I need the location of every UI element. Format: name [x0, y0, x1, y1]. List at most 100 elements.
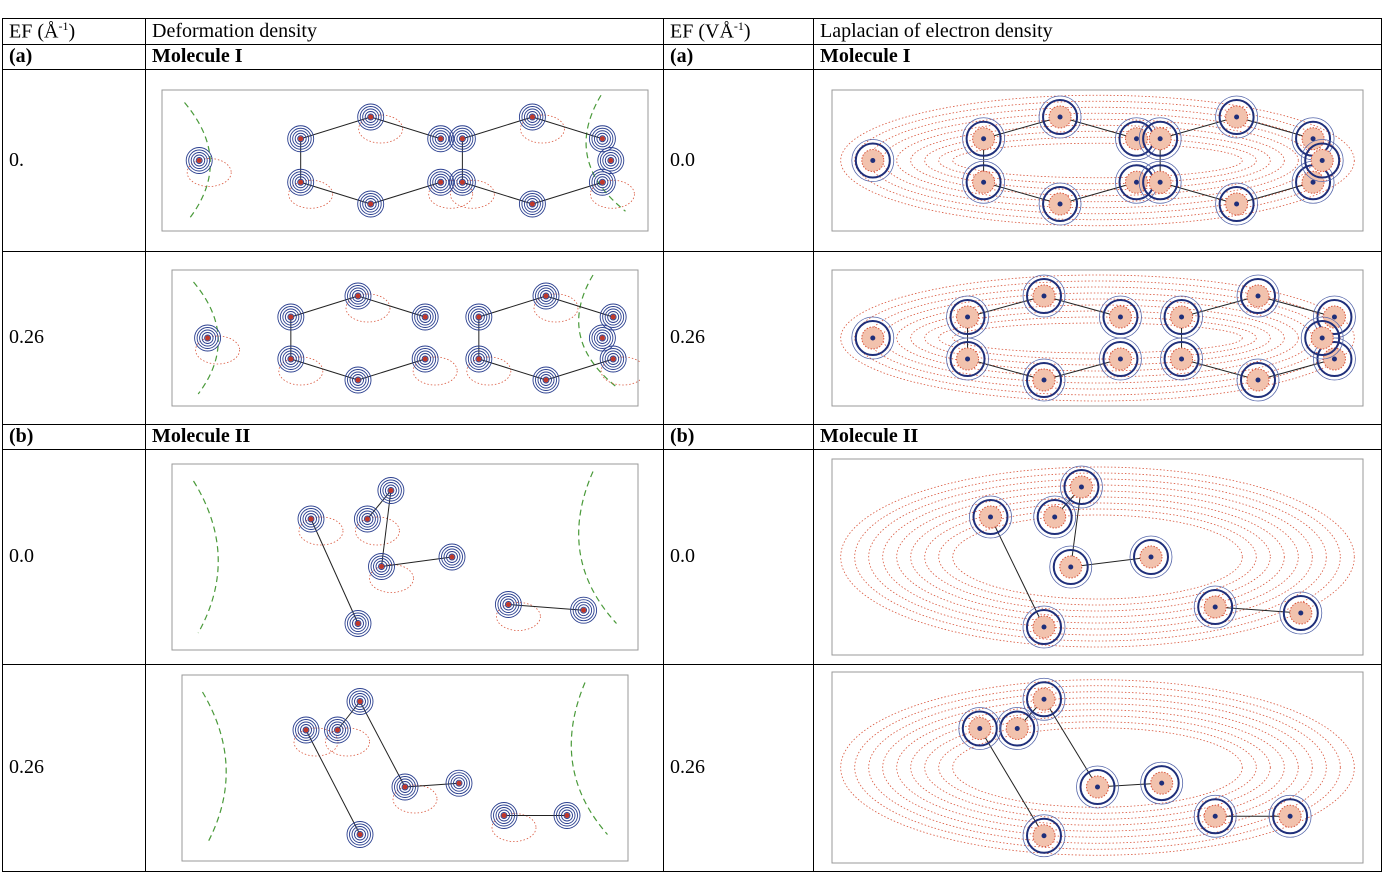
section-title: Molecule I	[814, 44, 1382, 69]
atom-core	[981, 136, 986, 141]
atom-core	[355, 621, 360, 626]
header-cell: EF (VÅ-1)	[664, 19, 814, 45]
header-text: EF (VÅ	[670, 21, 734, 43]
ef-value: 0.0	[664, 69, 814, 251]
atom-core	[288, 314, 293, 319]
atom-core	[870, 335, 875, 340]
atom-core	[1158, 179, 1163, 184]
plot-frame	[832, 672, 1363, 863]
ef-value: 0.26	[664, 251, 814, 424]
atom-core	[501, 813, 506, 818]
section-label: (a)	[3, 44, 146, 69]
atom-core	[288, 356, 293, 361]
atom-core	[438, 136, 443, 141]
atom-core	[1042, 833, 1047, 838]
plot-cell	[814, 664, 1382, 871]
atom-core	[1179, 356, 1184, 361]
atom-core	[1213, 814, 1218, 819]
atom-core	[965, 356, 970, 361]
atom-core	[298, 136, 303, 141]
atom-core	[988, 514, 993, 519]
section-row: (b) Molecule II (b) Molecule II	[3, 424, 1382, 449]
header-text: )	[744, 21, 751, 43]
atom-core	[1095, 785, 1100, 790]
section-title: Molecule I	[146, 44, 664, 69]
atom-core	[965, 314, 970, 319]
contour-plot	[830, 670, 1365, 865]
atom-core	[1134, 136, 1139, 141]
atom-core	[608, 158, 613, 163]
contour-plot	[830, 88, 1365, 233]
plot-frame	[182, 675, 628, 861]
atom-core	[449, 554, 454, 559]
plot-row: 0.0 0.0	[3, 449, 1382, 664]
plot-cell	[146, 251, 664, 424]
plot-frame	[832, 270, 1363, 406]
ef-value: 0.	[3, 69, 146, 251]
atom-core	[1042, 377, 1047, 382]
contour-plot	[160, 88, 650, 233]
atom-core	[1134, 179, 1139, 184]
atom-core	[368, 114, 373, 119]
atom-core	[355, 293, 360, 298]
atom-core	[1179, 314, 1184, 319]
atom-core	[1298, 610, 1303, 615]
atom-core	[459, 179, 464, 184]
atom-core	[456, 780, 461, 785]
plot-frame	[172, 270, 638, 406]
atom-core	[303, 727, 308, 732]
plot-cell	[814, 449, 1382, 664]
header-cell: EF (Å-1)	[3, 19, 146, 45]
ef-value: 0.26	[664, 664, 814, 871]
atom-core	[1149, 554, 1154, 559]
atom-core	[1052, 514, 1057, 519]
atom-core	[402, 784, 407, 789]
atom-core	[1256, 377, 1261, 382]
header-sup: -1	[58, 19, 68, 33]
atom-core	[505, 602, 510, 607]
atom-core	[1332, 356, 1337, 361]
plot-cell	[146, 449, 664, 664]
atom-core	[1118, 356, 1123, 361]
atom-core	[379, 564, 384, 569]
atom-core	[476, 314, 481, 319]
atom-core	[870, 158, 875, 163]
contour-plot	[170, 268, 640, 408]
contour-plot	[170, 462, 640, 652]
atom-core	[610, 356, 615, 361]
atom-core	[529, 114, 534, 119]
atom-core	[368, 201, 373, 206]
atom-core	[564, 813, 569, 818]
section-label: (a)	[664, 44, 814, 69]
atom-core	[1042, 293, 1047, 298]
atom-core	[1320, 158, 1325, 163]
page-body: EF (Å-1) Deformation density EF (VÅ-1) L…	[0, 0, 1382, 870]
header-cell: Laplacian of electron density	[814, 19, 1382, 45]
atom-core	[1256, 293, 1261, 298]
atom-core	[981, 179, 986, 184]
atom-core	[1213, 604, 1218, 609]
atom-core	[610, 314, 615, 319]
section-row: (a) Molecule I (a) Molecule I	[3, 44, 1382, 69]
header-row: EF (Å-1) Deformation density EF (VÅ-1) L…	[3, 19, 1382, 45]
atom-core	[298, 179, 303, 184]
atom-core	[1158, 136, 1163, 141]
section-label: (b)	[3, 424, 146, 449]
plot-cell	[814, 251, 1382, 424]
atom-core	[1234, 114, 1239, 119]
section-label: (b)	[664, 424, 814, 449]
page: EF table {"header": [{"text": "EF (Å", "…	[0, 0, 1382, 870]
ef-value: 0.0	[664, 449, 814, 664]
atom-core	[1159, 781, 1164, 786]
plot-frame	[832, 90, 1363, 231]
ef-value: 0.26	[3, 664, 146, 871]
atom-core	[543, 377, 548, 382]
atom-core	[599, 335, 604, 340]
atom-core	[355, 377, 360, 382]
atom-core	[977, 726, 982, 731]
plot-cell	[146, 69, 664, 251]
atom-core	[196, 158, 201, 163]
atom-core	[1058, 201, 1063, 206]
header-text: )	[68, 21, 75, 43]
atom-core	[422, 314, 427, 319]
